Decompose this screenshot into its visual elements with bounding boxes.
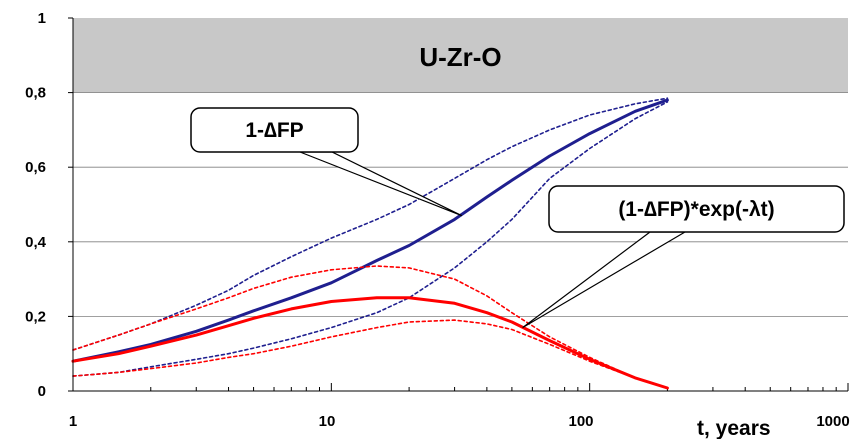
- callout-fp: 1-∆FP: [190, 107, 463, 217]
- y-tick-label: 0,2: [25, 308, 46, 325]
- y-tick-labels: 0 0,2 0,4 0,6 0,8 1: [25, 10, 47, 400]
- callout-box: [190, 107, 359, 153]
- grid-lines: [73, 92, 848, 317]
- callout-box: [548, 185, 845, 233]
- series-lines: [71, 97, 669, 390]
- y-tick-label: 1: [38, 10, 46, 27]
- callout-label: 1-∆FP: [245, 119, 303, 142]
- axes: [68, 17, 848, 392]
- x-axis-title: t, years: [697, 417, 771, 439]
- y-tick-label: 0: [38, 383, 46, 400]
- callouts: 1-∆FP (1-∆FP)*exp(-λt): [190, 107, 845, 329]
- u-zr-o-band: [73, 18, 848, 93]
- series-line-fp-upper: [72, 97, 669, 351]
- x-tick-label: 10: [319, 413, 336, 430]
- series-line-fp-lower: [72, 101, 669, 377]
- series-line-fpexp-upper: [72, 265, 669, 389]
- callout-label: (1-∆FP)*exp(-λt): [618, 198, 774, 221]
- x-tick-label: 1000: [816, 413, 849, 430]
- y-tick-label: 0,4: [25, 234, 47, 251]
- series-line-fp-mean: [71, 98, 669, 363]
- x-tick-labels: 1 10 100 1000: [69, 413, 850, 430]
- series-line-fpexp-mean: [71, 296, 669, 390]
- series-line-fpexp-lower: [72, 319, 669, 389]
- band-label: U-Zr-O: [419, 42, 501, 72]
- callout-fpexp: (1-∆FP)*exp(-λt): [522, 185, 845, 329]
- x-tick-label: 100: [568, 413, 593, 430]
- y-tick-label: 0,6: [25, 159, 46, 176]
- y-tick-label: 0,8: [25, 85, 46, 102]
- x-tick-label: 1: [69, 413, 77, 430]
